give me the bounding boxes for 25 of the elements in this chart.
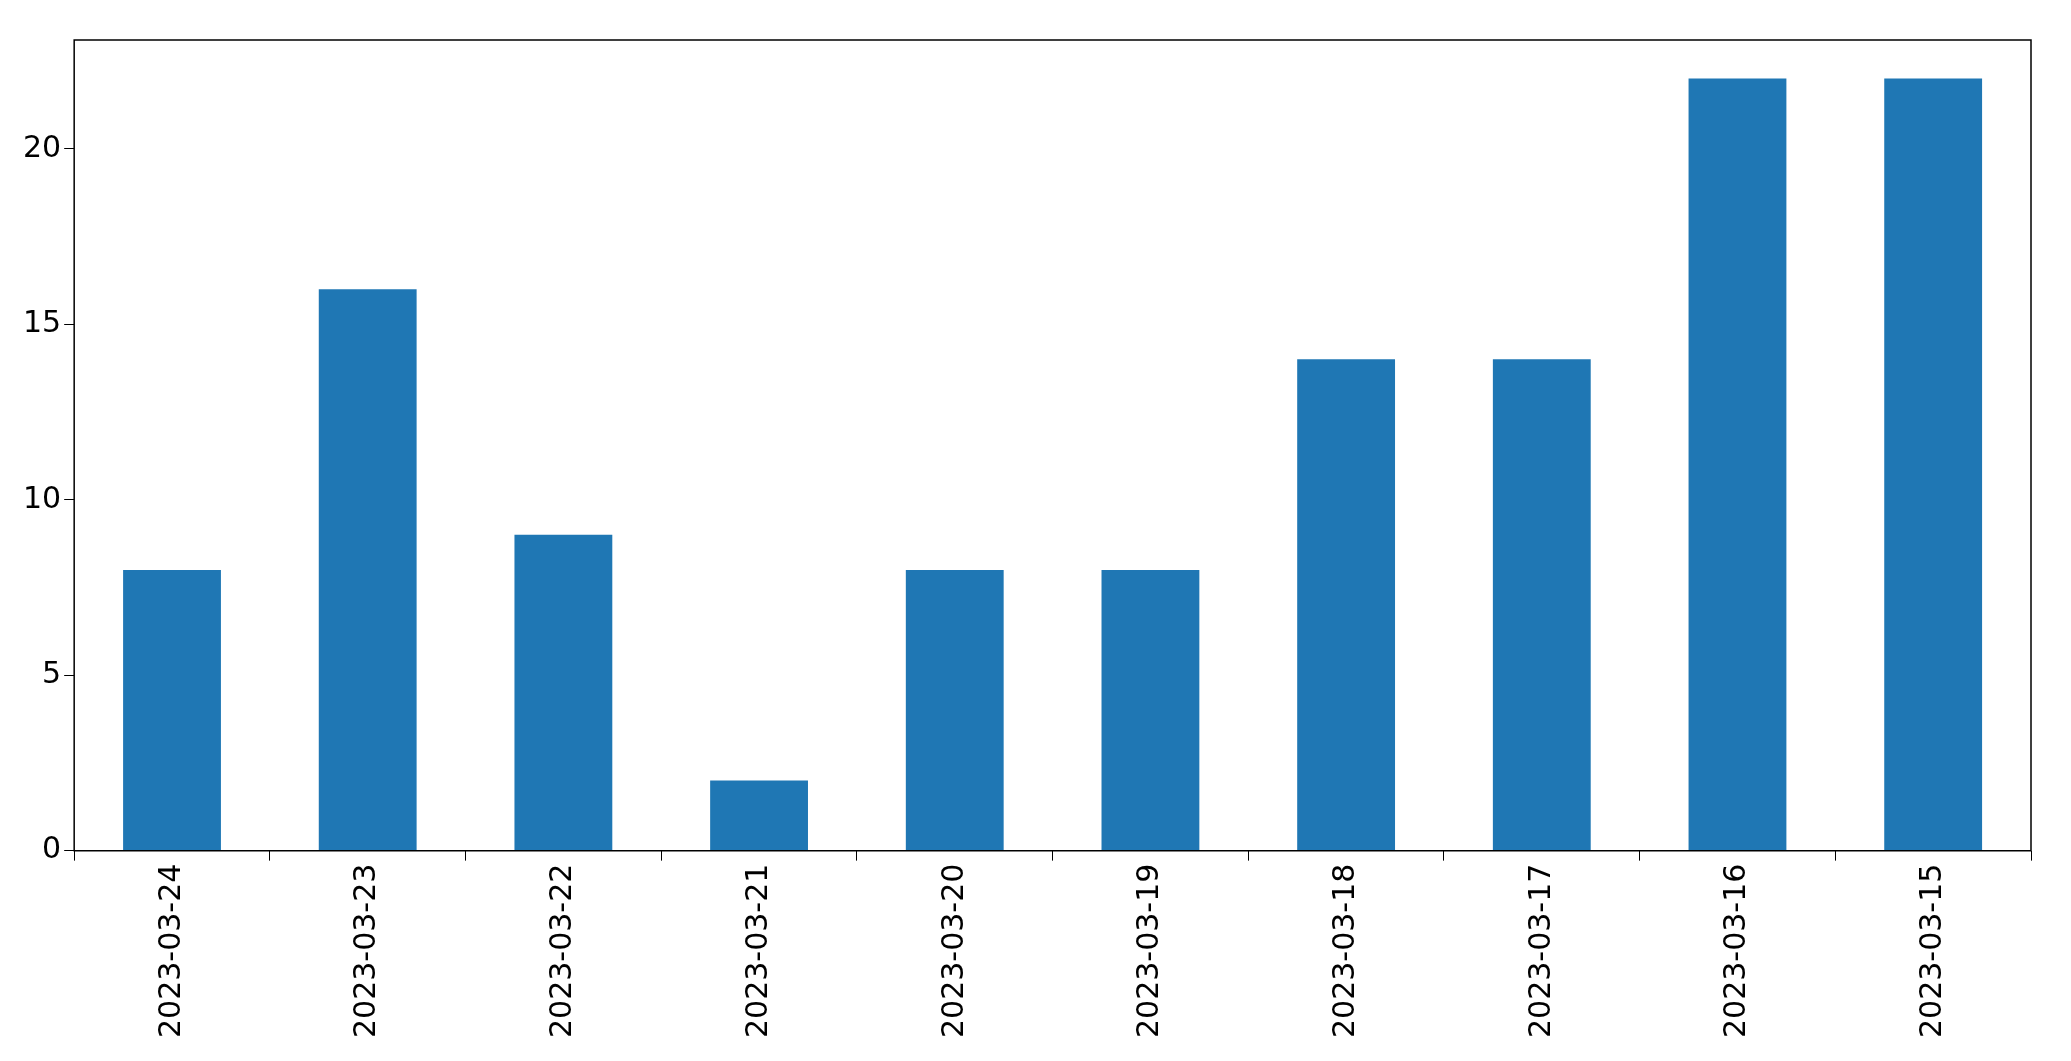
y-tick-label: 5 bbox=[42, 654, 62, 690]
bar bbox=[710, 780, 808, 851]
y-tick-label: 15 bbox=[22, 304, 62, 340]
x-tick-label: 2023-03-23 bbox=[347, 863, 383, 1039]
x-tick-label: 2023-03-24 bbox=[151, 863, 187, 1039]
bar bbox=[1297, 359, 1396, 851]
bar bbox=[1492, 359, 1591, 851]
x-tick-label: 2023-03-20 bbox=[934, 863, 970, 1039]
x-tick-label: 2023-03-17 bbox=[1521, 863, 1557, 1039]
bar bbox=[1884, 78, 1983, 851]
bar bbox=[123, 569, 221, 851]
x-tick-label: 2023-03-16 bbox=[1717, 863, 1753, 1039]
x-tick-label: 2023-03-22 bbox=[543, 863, 579, 1039]
y-tick-label: 20 bbox=[22, 128, 62, 164]
x-tick-label: 2023-03-18 bbox=[1325, 863, 1361, 1039]
x-tick-label: 2023-03-19 bbox=[1130, 863, 1166, 1039]
bar bbox=[318, 289, 417, 851]
bar bbox=[905, 569, 1004, 851]
y-tick-label: 0 bbox=[42, 830, 62, 866]
bar bbox=[514, 534, 613, 851]
x-tick-label: 2023-03-21 bbox=[738, 863, 774, 1039]
bar bbox=[1688, 78, 1787, 851]
bar bbox=[1101, 569, 1200, 851]
y-tick-label: 10 bbox=[22, 479, 62, 515]
x-tick-label: 2023-03-15 bbox=[1912, 863, 1948, 1039]
